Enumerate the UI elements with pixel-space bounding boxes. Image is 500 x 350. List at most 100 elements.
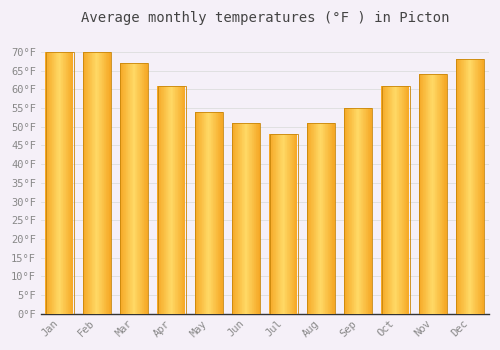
Bar xyxy=(443,74,444,314)
Bar xyxy=(177,86,178,314)
Bar xyxy=(141,63,142,314)
Bar xyxy=(320,123,322,314)
Bar xyxy=(279,134,280,314)
Bar xyxy=(98,52,100,314)
Bar xyxy=(277,134,278,314)
Bar xyxy=(244,123,245,314)
Bar xyxy=(131,63,132,314)
Bar xyxy=(364,108,365,314)
Bar xyxy=(353,108,354,314)
Bar xyxy=(317,123,318,314)
Bar xyxy=(294,134,295,314)
Bar xyxy=(282,134,283,314)
Bar xyxy=(142,63,143,314)
Bar xyxy=(161,86,162,314)
Bar xyxy=(232,123,234,314)
Bar xyxy=(363,108,364,314)
Bar xyxy=(463,60,464,314)
Bar xyxy=(102,52,103,314)
Bar xyxy=(393,86,394,314)
Bar xyxy=(174,86,175,314)
Bar xyxy=(272,134,274,314)
Bar xyxy=(160,86,161,314)
Bar xyxy=(180,86,181,314)
Bar xyxy=(370,108,371,314)
Bar xyxy=(130,63,131,314)
Title: Average monthly temperatures (°F ) in Picton: Average monthly temperatures (°F ) in Pi… xyxy=(80,11,449,25)
Bar xyxy=(270,134,272,314)
Bar xyxy=(202,112,203,314)
Bar xyxy=(232,123,260,314)
Bar xyxy=(57,52,58,314)
Bar xyxy=(396,86,398,314)
Bar xyxy=(158,86,186,314)
Bar xyxy=(93,52,94,314)
Bar xyxy=(138,63,139,314)
Bar xyxy=(354,108,355,314)
Bar xyxy=(424,74,425,314)
Bar xyxy=(213,112,214,314)
Bar xyxy=(404,86,405,314)
Bar xyxy=(132,63,133,314)
Bar xyxy=(333,123,334,314)
Bar xyxy=(107,52,108,314)
Bar xyxy=(144,63,145,314)
Bar xyxy=(126,63,127,314)
Bar xyxy=(145,63,146,314)
Bar xyxy=(368,108,369,314)
Bar xyxy=(427,74,428,314)
Bar xyxy=(62,52,63,314)
Bar xyxy=(400,86,401,314)
Bar xyxy=(280,134,281,314)
Bar xyxy=(430,74,431,314)
Bar xyxy=(428,74,429,314)
Bar xyxy=(101,52,102,314)
Bar xyxy=(178,86,179,314)
Bar xyxy=(401,86,402,314)
Bar xyxy=(274,134,275,314)
Bar xyxy=(166,86,167,314)
Bar xyxy=(143,63,144,314)
Bar xyxy=(258,123,259,314)
Bar xyxy=(109,52,110,314)
Bar xyxy=(472,60,474,314)
Bar xyxy=(324,123,325,314)
Bar xyxy=(445,74,446,314)
Bar xyxy=(436,74,438,314)
Bar xyxy=(212,112,213,314)
Bar xyxy=(406,86,407,314)
Bar xyxy=(388,86,389,314)
Bar xyxy=(313,123,314,314)
Bar xyxy=(390,86,391,314)
Bar xyxy=(310,123,311,314)
Bar xyxy=(199,112,200,314)
Bar xyxy=(276,134,277,314)
Bar xyxy=(288,134,289,314)
Bar xyxy=(71,52,72,314)
Bar xyxy=(418,74,420,314)
Bar xyxy=(440,74,441,314)
Bar xyxy=(167,86,168,314)
Bar xyxy=(352,108,353,314)
Bar xyxy=(444,74,445,314)
Bar xyxy=(128,63,129,314)
Bar xyxy=(86,52,87,314)
Bar xyxy=(311,123,312,314)
Bar xyxy=(329,123,330,314)
Bar xyxy=(252,123,253,314)
Bar xyxy=(240,123,241,314)
Bar xyxy=(251,123,252,314)
Bar xyxy=(464,60,465,314)
Bar xyxy=(470,60,472,314)
Bar xyxy=(194,112,196,314)
Bar xyxy=(147,63,148,314)
Bar xyxy=(255,123,256,314)
Bar xyxy=(469,60,470,314)
Bar xyxy=(402,86,403,314)
Bar xyxy=(480,60,481,314)
Bar xyxy=(60,52,62,314)
Bar xyxy=(422,74,423,314)
Bar xyxy=(68,52,69,314)
Bar xyxy=(318,123,319,314)
Bar xyxy=(474,60,475,314)
